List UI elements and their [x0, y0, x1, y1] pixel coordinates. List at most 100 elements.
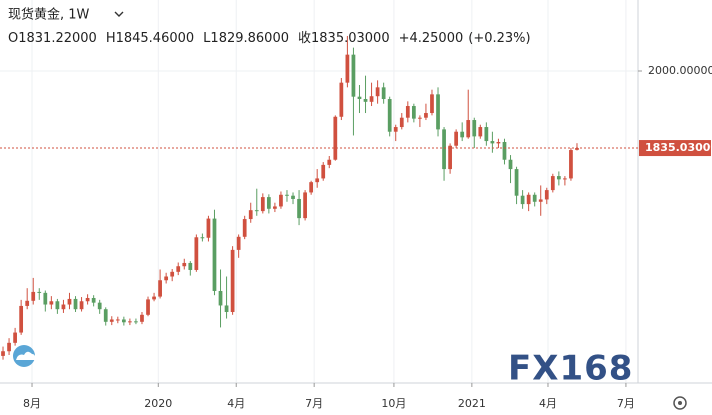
last-price-box [639, 140, 711, 157]
candle-body [37, 291, 42, 293]
candle-body [357, 96, 362, 100]
x-tick-label: 2020 [144, 397, 172, 410]
candle-body [411, 106, 416, 119]
candle-body [158, 280, 162, 297]
candle-body [224, 305, 229, 313]
candle-body [556, 176, 561, 180]
interval-chevron[interactable] [114, 11, 124, 17]
candle-body [381, 87, 386, 100]
candle-body [176, 266, 181, 272]
x-tick-label: 8月 [23, 397, 41, 410]
x-tick-label: 4月 [227, 397, 245, 410]
candle-body [327, 159, 332, 165]
candle-body [140, 314, 144, 322]
candle-body [291, 195, 295, 199]
candle-body [230, 249, 235, 313]
candle-body [285, 194, 289, 196]
candle-body [297, 198, 301, 219]
candle-body [303, 192, 307, 219]
candle-body [25, 300, 30, 306]
watermark-logo: FX168 [508, 349, 633, 389]
candle-body [375, 87, 380, 97]
candle-body [321, 164, 326, 179]
candle-body [279, 194, 283, 207]
candle-body [351, 54, 356, 97]
candle-body [315, 178, 320, 183]
candle-body [478, 127, 483, 137]
candle-body [91, 297, 96, 303]
settings-icon[interactable] [673, 396, 687, 410]
ohlc-value: 1829.86000 [210, 31, 289, 46]
x-tick-label: 7月 [617, 397, 635, 410]
candle-body [67, 298, 72, 305]
candle-body [164, 276, 169, 281]
candle-body [1, 351, 5, 356]
candle-body [79, 301, 84, 310]
candle-body [514, 169, 519, 196]
candle-body [206, 218, 211, 238]
candle-body [115, 319, 120, 321]
candle-body [436, 94, 440, 130]
candle-body [538, 199, 543, 202]
last-price-label: 1835.03000 [645, 141, 712, 154]
candle-body [194, 237, 199, 270]
candle-body [254, 210, 259, 212]
ohlc-key: 收 [298, 31, 311, 46]
candle-body [430, 94, 434, 114]
candle-body [121, 319, 126, 323]
candle-body [490, 141, 495, 144]
candle-body [109, 319, 114, 322]
candle-body [472, 120, 477, 137]
candles [1, 35, 579, 360]
candle-body [363, 99, 368, 102]
ohlc-header: O1831.22000 H1845.46000 L1829.86000 收1835.0… [8, 31, 531, 46]
change-pct: (+0.23%) [468, 31, 530, 46]
candle-body [460, 131, 465, 138]
candle-body [496, 141, 501, 144]
candle-body [128, 321, 132, 323]
candle-body [103, 309, 108, 322]
candle-body [466, 120, 471, 138]
candle-body [73, 298, 78, 310]
candle-body [508, 159, 513, 170]
candle-body [339, 82, 344, 117]
candle-body [544, 190, 549, 200]
candle-body [502, 141, 507, 160]
candle-body [520, 195, 525, 205]
candle-body [369, 96, 374, 102]
chart-title: 现货黄金, 1W [8, 7, 90, 23]
candle-body [13, 332, 17, 343]
candle-body [442, 129, 446, 170]
candle-body [260, 197, 265, 212]
candle-body [61, 304, 66, 310]
candle-body [170, 271, 175, 277]
cloud-logo [13, 345, 36, 367]
candle-body [309, 182, 314, 193]
candle-body [399, 117, 404, 128]
candle-body [146, 299, 150, 315]
candle-body [248, 210, 253, 220]
candle-body [85, 297, 90, 302]
candle-body [550, 176, 555, 191]
candle-body [563, 178, 567, 180]
candle-body [526, 194, 531, 205]
candle-body [134, 321, 138, 323]
x-tick-label: 10月 [381, 397, 406, 410]
candle-body [393, 127, 398, 132]
y-tick-label: 2000.00000 [648, 64, 712, 77]
candle-body [424, 113, 428, 118]
candle-body [532, 194, 537, 202]
x-tick-label: 7月 [305, 397, 323, 410]
grid [0, 0, 638, 383]
ohlc-value: 1831.22000 [18, 31, 97, 46]
candle-body [405, 106, 410, 118]
candle-body [212, 218, 217, 291]
candle-body [387, 99, 392, 132]
candle-body [49, 301, 54, 305]
candle-body [569, 150, 573, 179]
candle-body [7, 342, 11, 352]
candle-body [218, 290, 223, 306]
ohlc-key: L [203, 31, 211, 46]
ohlc-key: H [106, 31, 116, 46]
candle-body [97, 302, 102, 310]
